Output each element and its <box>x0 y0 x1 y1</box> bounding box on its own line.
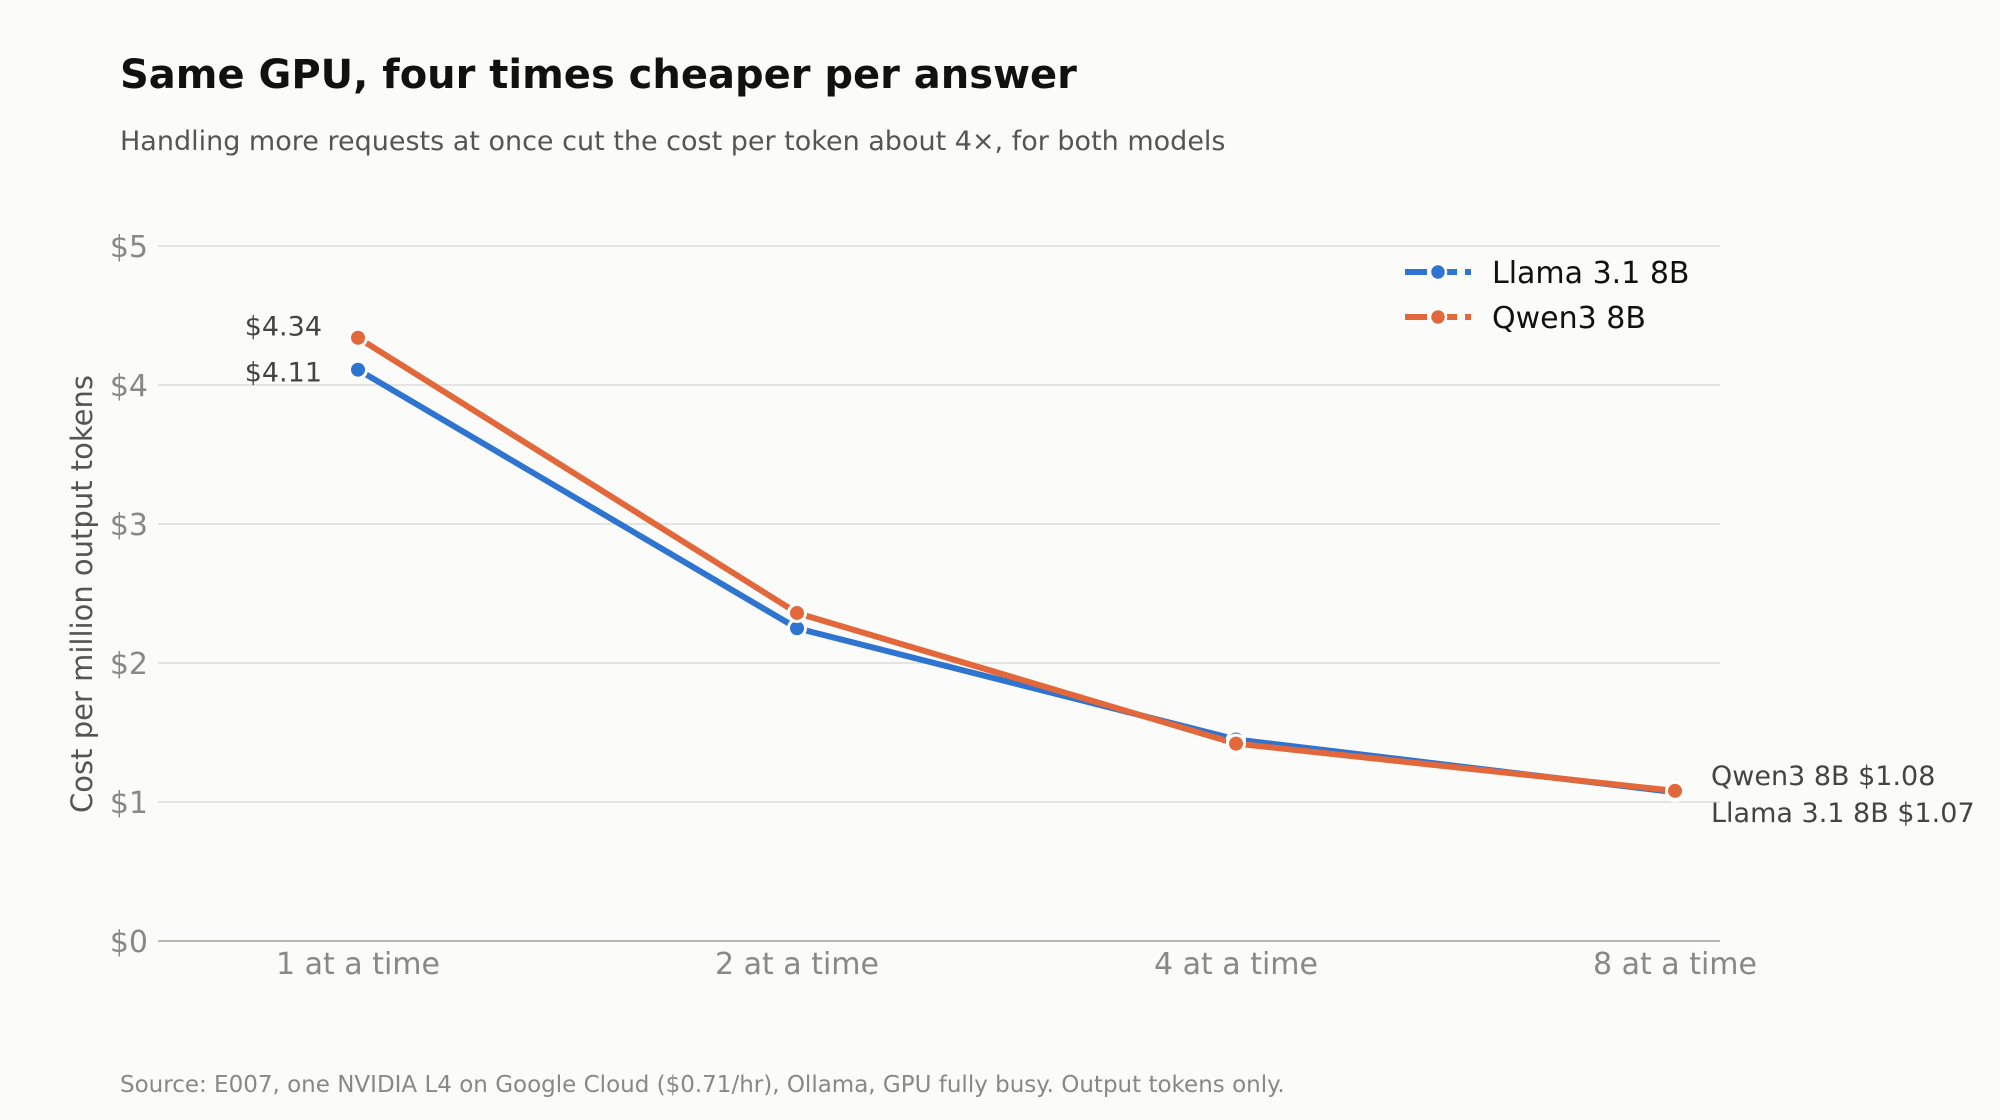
data-point-llama <box>348 359 368 380</box>
y-tick-label: $2 <box>110 647 148 682</box>
y-axis-label: Cost per million output tokens <box>65 375 99 813</box>
legend-swatch-marker <box>1428 262 1448 282</box>
data-points <box>348 327 1685 803</box>
chart-title: Same GPU, four times cheaper per answer <box>120 52 1077 98</box>
x-tick-label: 2 at a time <box>715 947 879 982</box>
y-tick-label: $5 <box>110 230 148 265</box>
x-tick-label: 4 at a time <box>1154 947 1318 982</box>
legend-label: Qwen3 8B <box>1492 301 1646 336</box>
start-value-label: $4.34 <box>245 312 322 343</box>
data-point-qwen <box>1665 780 1685 801</box>
series-line-qwen <box>355 334 1678 794</box>
data-point-qwen <box>1226 733 1246 754</box>
legend-swatch-marker <box>1428 307 1448 327</box>
legend: Llama 3.1 8B Qwen3 8B <box>1405 256 1690 336</box>
chart-subtitle: Handling more requests at once cut the c… <box>120 126 1226 157</box>
data-point-qwen <box>348 327 368 348</box>
end-value-label: Llama 3.1 8B $1.07 <box>1711 798 1975 829</box>
y-tick-label: $1 <box>110 786 148 821</box>
x-axis-ticks: 1 at a time 2 at a time 4 at a time 8 at a … <box>276 947 1757 982</box>
x-tick-label: 8 at a time <box>1593 947 1757 982</box>
grid-lines <box>158 245 1720 942</box>
start-value-label: $4.11 <box>245 358 322 389</box>
data-labels: $4.11 $4.34 Llama 3.1 8B $1.07 Qwen3 8B $1.… <box>245 312 1975 829</box>
series-line-llama <box>355 366 1678 796</box>
y-tick-label: $3 <box>110 508 148 543</box>
x-tick-label: 1 at a time <box>276 947 440 982</box>
y-tick-label: $4 <box>110 369 148 404</box>
end-value-label: Qwen3 8B $1.08 <box>1711 761 1935 792</box>
y-axis-ticks: $0 $1 $2 $3 $4 $5 <box>110 230 148 960</box>
legend-label: Llama 3.1 8B <box>1492 256 1690 291</box>
y-tick-label: $0 <box>110 925 148 960</box>
series-lines <box>355 334 1678 796</box>
data-point-qwen <box>787 602 807 623</box>
source-note: Source: E007, one NVIDIA L4 on Google Cl… <box>120 1072 1285 1098</box>
